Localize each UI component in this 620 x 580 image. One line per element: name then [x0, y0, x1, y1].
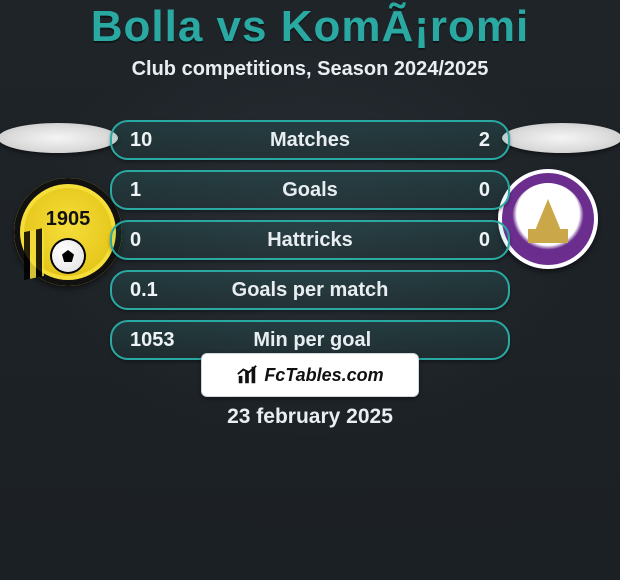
stat-label: Min per goal [253, 329, 371, 352]
site-badge-text: FcTables.com [264, 365, 383, 386]
player-left-platform [0, 123, 118, 153]
club-crest-right [494, 165, 602, 273]
page-subtitle: Club competitions, Season 2024/2025 [0, 58, 620, 81]
bar-chart-icon [236, 364, 258, 386]
stat-left-value: 10 [130, 129, 170, 152]
stat-row-hattricks: 0 Hattricks 0 [110, 220, 510, 260]
stat-row-goals: 1 Goals 0 [110, 170, 510, 210]
comparison-card: Bolla vs KomÃ¡romi Club competitions, Se… [0, 0, 620, 580]
stat-left-value: 0 [130, 229, 170, 252]
stat-label: Goals [282, 179, 338, 202]
soroksar-crest-icon: 1905 [14, 178, 122, 286]
page-title: Bolla vs KomÃ¡romi [0, 0, 620, 52]
stat-left-value: 1 [130, 179, 170, 202]
stat-right-value: 2 [450, 129, 490, 152]
stat-row-gpm: 0.1 Goals per match [110, 270, 510, 310]
footer-date: 23 february 2025 [0, 405, 620, 429]
stat-right-value: 0 [450, 229, 490, 252]
stat-row-matches: 10 Matches 2 [110, 120, 510, 160]
stat-left-value: 0.1 [130, 279, 170, 302]
stat-label: Goals per match [232, 279, 389, 302]
site-badge[interactable]: FcTables.com [201, 353, 419, 397]
stat-label: Hattricks [267, 229, 353, 252]
stat-left-value: 1053 [130, 329, 175, 352]
stats-table: 10 Matches 2 1 Goals 0 0 Hattricks 0 0.1… [110, 120, 510, 370]
bekescsaba-crest-icon [498, 169, 598, 269]
stat-right-value: 0 [450, 179, 490, 202]
stat-label: Matches [270, 129, 350, 152]
crest-left-year: 1905 [14, 208, 122, 231]
player-right-platform [502, 123, 620, 153]
club-crest-left: 1905 [14, 178, 122, 286]
